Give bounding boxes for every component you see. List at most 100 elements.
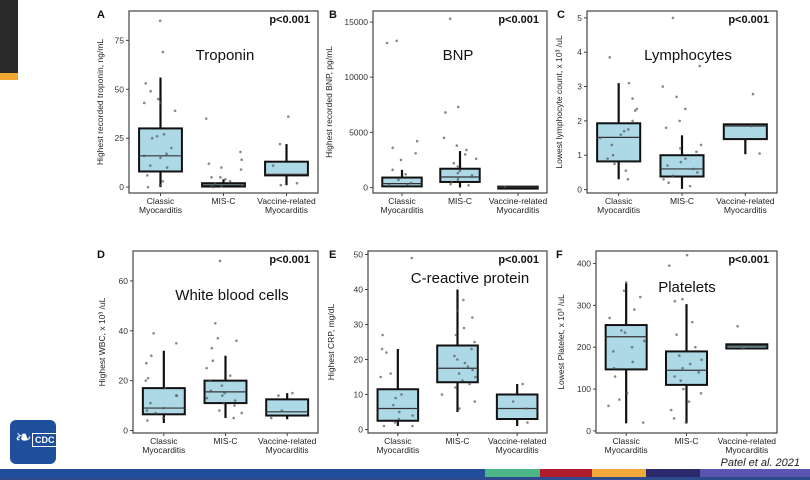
data-point — [144, 379, 148, 382]
y-axis-label: Lowest Platelet, x 10³ /uL — [556, 294, 566, 390]
y-tick-label: 400 — [577, 259, 591, 269]
y-tick-label: 40 — [119, 326, 129, 336]
data-point — [220, 184, 223, 188]
data-point — [279, 183, 283, 187]
p-value: p<0.001 — [498, 254, 539, 266]
data-point — [608, 56, 612, 59]
data-point — [458, 407, 461, 410]
data-point — [741, 347, 745, 350]
data-point — [688, 362, 692, 366]
data-point — [612, 366, 616, 370]
data-point — [209, 389, 213, 392]
box — [722, 123, 768, 141]
p-value: p<0.001 — [269, 254, 310, 266]
data-point — [444, 111, 447, 114]
data-point — [209, 183, 213, 187]
data-point — [410, 256, 414, 260]
y-tick-label: 5 — [577, 13, 582, 23]
data-point — [613, 162, 616, 166]
data-point — [224, 178, 227, 181]
data-point — [220, 394, 224, 397]
x-tick-label: MIS-C — [674, 436, 698, 446]
y-tick-label: 20 — [119, 376, 129, 386]
y-tick-label: 1 — [577, 150, 582, 160]
data-point — [456, 105, 460, 109]
data-point — [452, 161, 456, 165]
x-tick-label: Classic — [150, 436, 178, 446]
x-tick-label: MIS-C — [445, 436, 469, 446]
data-point — [158, 183, 162, 187]
data-point — [211, 359, 215, 362]
data-point — [228, 374, 232, 377]
data-point — [205, 366, 208, 370]
data-point — [622, 129, 626, 133]
panel-letter: F — [556, 249, 563, 261]
data-point — [467, 183, 470, 187]
data-point — [450, 180, 453, 184]
data-point — [210, 176, 213, 179]
data-point — [385, 41, 389, 45]
y-tick-label: 2 — [577, 116, 582, 126]
data-point — [233, 404, 236, 407]
y-axis-label: Highest recorded troponin, ng/mL — [95, 39, 105, 165]
data-point — [633, 109, 637, 112]
data-point — [526, 421, 529, 424]
data-point — [470, 347, 473, 351]
data-point — [679, 160, 683, 164]
data-point — [525, 407, 528, 410]
data-point — [667, 181, 670, 184]
data-point — [155, 134, 159, 138]
data-point — [638, 295, 642, 299]
box — [264, 160, 309, 177]
data-point — [751, 92, 755, 96]
x-tick-label: Vaccine-related — [257, 196, 316, 206]
box-2 — [265, 391, 310, 420]
data-point — [618, 398, 621, 401]
data-point — [391, 168, 394, 172]
p-value: p<0.001 — [728, 14, 769, 26]
y-axis-label: Lowest lymphocyte count, x 10³ /uL — [554, 35, 564, 169]
data-point — [380, 347, 384, 351]
y-tick-label: 0 — [123, 426, 128, 436]
data-point — [385, 351, 388, 354]
x-tick-label: Myocarditis — [724, 205, 767, 215]
data-point — [159, 156, 162, 160]
data-point — [397, 410, 401, 414]
data-point — [149, 401, 152, 405]
data-point — [684, 157, 687, 160]
data-point — [159, 101, 163, 105]
data-point — [521, 382, 525, 386]
data-point — [468, 382, 471, 386]
box-2 — [722, 92, 768, 155]
data-point — [150, 354, 153, 358]
data-point — [142, 154, 146, 158]
data-point — [379, 375, 382, 379]
box — [376, 388, 420, 422]
box-2 — [495, 382, 539, 426]
data-point — [631, 97, 634, 100]
data-point — [678, 119, 682, 123]
data-point — [671, 174, 675, 178]
data-point — [619, 133, 623, 136]
panel-letter: D — [97, 249, 105, 261]
data-point — [175, 394, 179, 397]
data-point — [687, 400, 691, 403]
data-point — [688, 184, 692, 188]
y-tick-label: 50 — [354, 250, 364, 260]
panel-title: Platelets — [658, 279, 716, 296]
data-point — [213, 181, 217, 185]
p-value: p<0.001 — [498, 14, 539, 26]
x-tick-label: Classic — [612, 436, 640, 446]
x-tick-label: Vaccine-related — [258, 436, 317, 446]
data-point — [664, 126, 668, 130]
data-point — [400, 393, 403, 396]
x-tick-label: Myocarditis — [497, 205, 540, 215]
box-0 — [604, 281, 648, 424]
data-point — [381, 333, 384, 337]
y-tick-label: 5000 — [349, 127, 368, 137]
box-2 — [497, 185, 539, 190]
data-point — [205, 396, 209, 400]
data-point — [165, 166, 169, 169]
